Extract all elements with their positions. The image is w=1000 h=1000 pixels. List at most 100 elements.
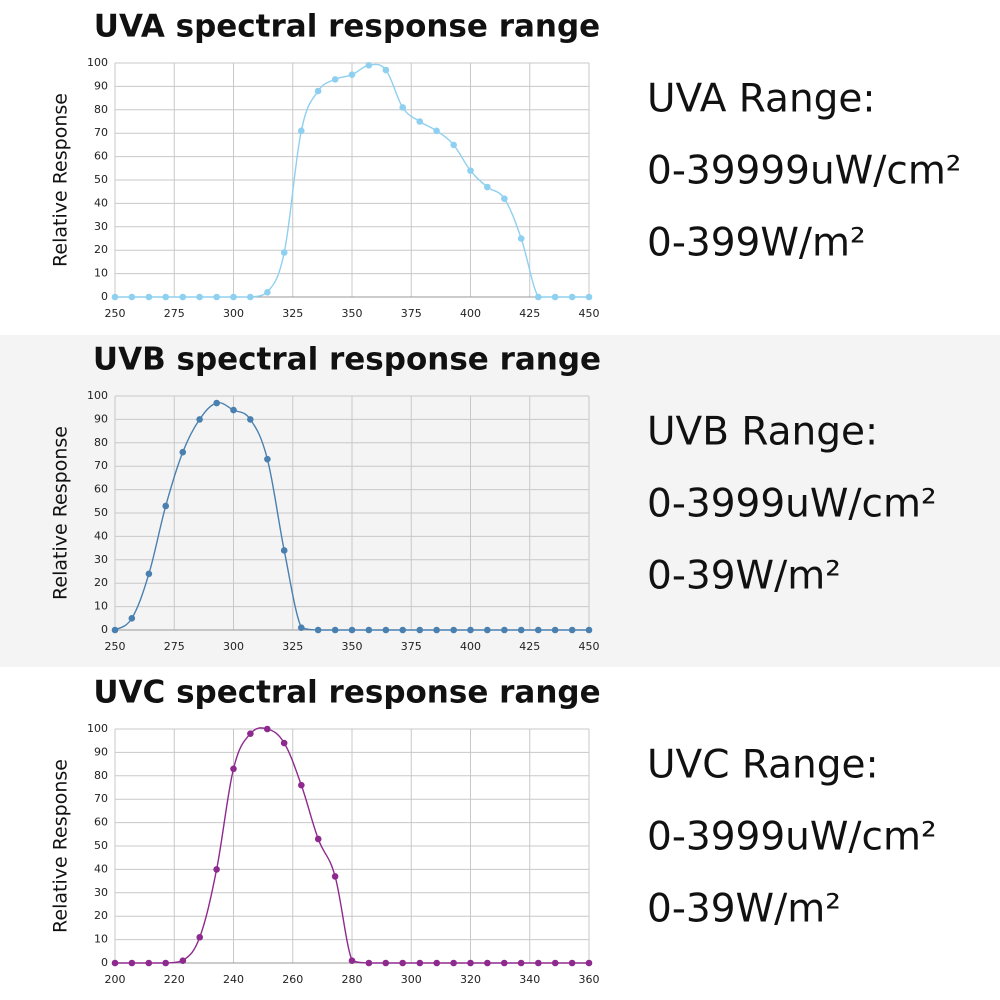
point xyxy=(348,626,356,634)
y-tick-label: 50 xyxy=(94,173,108,186)
x-tick-label: 300 xyxy=(401,973,422,986)
point xyxy=(145,959,153,967)
point xyxy=(484,959,491,967)
x-tick-label: 325 xyxy=(282,307,303,320)
y-tick-label: 80 xyxy=(94,103,108,116)
x-tick-label: 450 xyxy=(579,640,600,653)
x-tick-label: 350 xyxy=(342,307,363,320)
y-tick-label: 30 xyxy=(94,886,108,899)
point xyxy=(230,406,237,414)
point xyxy=(433,127,440,135)
y-tick-label: 100 xyxy=(87,722,108,735)
y-tick-label: 30 xyxy=(94,553,108,566)
point xyxy=(213,866,220,873)
point xyxy=(264,289,271,296)
point xyxy=(196,416,203,423)
y-tick-label: 10 xyxy=(94,267,108,280)
chart-title: UVA spectral response range xyxy=(94,9,600,45)
y-tick-label: 0 xyxy=(101,956,108,969)
x-tick-label: 240 xyxy=(223,973,244,986)
x-tick-label: 300 xyxy=(223,307,244,320)
point xyxy=(280,547,288,554)
point xyxy=(467,959,474,967)
y-tick-label: 0 xyxy=(101,290,108,303)
y-tick-label: 40 xyxy=(94,529,108,542)
point xyxy=(213,399,220,407)
y-tick-label: 60 xyxy=(94,816,108,829)
x-tick-label: 250 xyxy=(105,640,126,653)
range-text: 0-3999uW/cm² xyxy=(647,482,937,527)
point xyxy=(500,959,508,967)
point xyxy=(399,104,407,111)
point xyxy=(297,127,305,135)
y-tick-label: 20 xyxy=(94,576,108,589)
y-tick-label: 90 xyxy=(94,79,108,92)
point xyxy=(365,626,373,634)
x-tick-label: 300 xyxy=(223,640,244,653)
x-tick-label: 360 xyxy=(579,973,600,986)
point xyxy=(382,626,390,634)
y-tick-label: 70 xyxy=(94,126,108,139)
point xyxy=(263,725,271,733)
chart-title: UVC spectral response range xyxy=(93,675,600,711)
x-tick-label: 200 xyxy=(105,973,126,986)
point xyxy=(314,835,322,843)
point xyxy=(433,626,440,634)
point xyxy=(467,626,474,634)
x-tick-label: 425 xyxy=(519,307,540,320)
y-tick-label: 90 xyxy=(94,745,108,758)
point xyxy=(314,87,322,95)
y-tick-label: 70 xyxy=(94,459,108,472)
point xyxy=(213,293,220,301)
point xyxy=(348,71,356,78)
point xyxy=(297,624,305,631)
point xyxy=(145,570,153,578)
point xyxy=(585,626,593,634)
y-axis-label: Relative Response xyxy=(50,759,72,933)
y-tick-label: 40 xyxy=(94,196,108,209)
point xyxy=(314,626,322,634)
point xyxy=(450,626,457,634)
x-tick-label: 260 xyxy=(282,973,303,986)
y-tick-label: 0 xyxy=(101,623,108,636)
point xyxy=(247,293,254,301)
point xyxy=(331,873,339,880)
x-tick-label: 275 xyxy=(164,307,185,320)
point xyxy=(382,959,390,967)
x-tick-label: 400 xyxy=(460,307,481,320)
point xyxy=(196,293,203,301)
y-axis-label: Relative Response xyxy=(50,426,72,600)
x-tick-label: 340 xyxy=(519,973,540,986)
point xyxy=(450,141,457,149)
point xyxy=(331,76,339,83)
point xyxy=(501,626,508,634)
x-tick-label: 280 xyxy=(342,973,363,986)
range-text: 0-39999uW/cm² xyxy=(647,149,961,194)
y-tick-label: 100 xyxy=(87,56,108,69)
y-tick-label: 80 xyxy=(94,436,108,449)
point xyxy=(128,615,136,622)
y-tick-label: 100 xyxy=(87,389,108,402)
y-tick-label: 60 xyxy=(94,483,108,496)
range-text: 0-3999uW/cm² xyxy=(647,815,937,860)
point xyxy=(128,959,136,967)
point xyxy=(162,502,170,510)
point xyxy=(568,293,576,301)
x-tick-label: 450 xyxy=(579,307,600,320)
y-tick-label: 60 xyxy=(94,150,108,163)
point xyxy=(551,626,559,634)
range-text: UVC Range: xyxy=(647,743,879,788)
point xyxy=(111,626,119,634)
point xyxy=(534,626,542,634)
range-text: UVB Range: xyxy=(647,410,878,455)
point xyxy=(433,959,441,967)
x-tick-label: 400 xyxy=(460,640,481,653)
range-text: 0-39W/m² xyxy=(647,554,841,599)
point xyxy=(111,959,119,967)
x-tick-label: 320 xyxy=(460,973,481,986)
point xyxy=(467,167,474,174)
point xyxy=(517,235,525,242)
point xyxy=(416,959,424,967)
point xyxy=(230,765,237,773)
